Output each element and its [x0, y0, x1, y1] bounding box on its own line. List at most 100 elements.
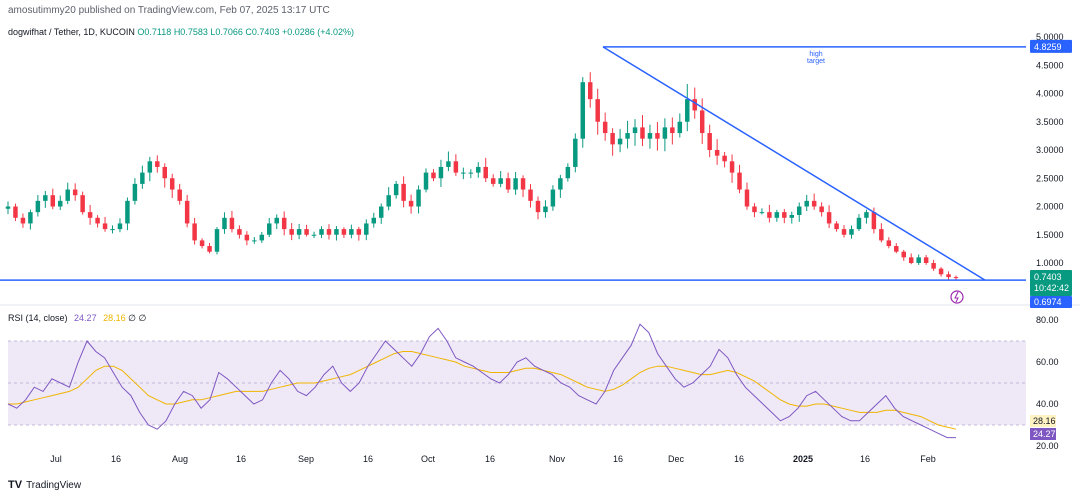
- rsi-extra: ∅ ∅: [128, 313, 147, 323]
- candle-body: [304, 229, 309, 235]
- candle-body: [20, 217, 26, 224]
- candle-body: [520, 178, 526, 190]
- candle-body: [647, 133, 653, 139]
- rsi-axis-tick: 20.00: [1036, 441, 1059, 451]
- candle-body: [334, 229, 339, 235]
- rsi-tag-text: 24.27: [1033, 429, 1056, 439]
- candle-body: [50, 195, 56, 207]
- candle-body: [752, 206, 757, 213]
- time-axis-tick: Feb: [920, 454, 936, 464]
- ohlc-high: H0.7583: [173, 27, 208, 37]
- time-axis-tick: Dec: [668, 454, 685, 464]
- candle-body: [259, 234, 265, 241]
- candle-body: [625, 133, 630, 139]
- brand-name[interactable]: TradingView: [26, 479, 82, 491]
- candle-body: [797, 206, 802, 215]
- rsi-ma-tag-text: 28.16: [1033, 416, 1056, 426]
- candle-body: [655, 133, 660, 139]
- candle-body: [229, 217, 235, 230]
- candle-body: [931, 263, 936, 269]
- candle-body: [13, 206, 18, 218]
- ohlc-low: L0.7066: [210, 27, 243, 37]
- candle-body: [938, 268, 944, 275]
- candle-body: [431, 172, 436, 179]
- candle-body: [632, 127, 638, 134]
- time-axis-tick: 16: [860, 454, 870, 464]
- candle-body: [65, 189, 70, 201]
- candle-body: [841, 229, 847, 235]
- price-axis-tick: 3.5000: [1036, 117, 1064, 127]
- candle-body: [446, 161, 451, 167]
- candle-body: [617, 138, 623, 145]
- candle-body: [393, 183, 399, 196]
- support-price-text: 0.6974: [1034, 297, 1062, 307]
- time-axis-tick: 16: [111, 454, 121, 464]
- candle-body: [102, 223, 108, 230]
- support-price-tag: [1030, 296, 1072, 308]
- rsi-ma-value: 28.16: [103, 313, 126, 323]
- candle-body: [826, 212, 832, 224]
- candle-body: [908, 257, 914, 263]
- candle-body: [640, 127, 645, 139]
- candle-body: [729, 161, 735, 173]
- candle-body: [692, 99, 697, 111]
- candle-body: [125, 200, 130, 224]
- candle-body: [147, 161, 153, 173]
- candle-body: [423, 172, 429, 190]
- time-axis-tick: 2025: [793, 454, 813, 464]
- candle-body: [894, 246, 899, 252]
- candle-body: [349, 229, 354, 235]
- candle-body: [505, 178, 511, 190]
- price-axis-tick: 2.0000: [1036, 202, 1064, 212]
- lightning-icon-bolt: [954, 291, 959, 303]
- lightning-icon[interactable]: [950, 290, 964, 304]
- candle-body: [714, 150, 720, 156]
- candle-body: [177, 189, 182, 201]
- annotation-target-label: target: [807, 58, 825, 65]
- candle-body: [782, 212, 787, 218]
- time-axis-tick: 16: [613, 454, 623, 464]
- time-axis-tick: 16: [734, 454, 744, 464]
- candle-body: [184, 200, 190, 224]
- candle-body: [535, 200, 541, 213]
- rsi-legend: RSI (14, close) 24.27 28.16 ∅ ∅: [8, 313, 146, 324]
- rsi-axis-tick: 80.00: [1036, 315, 1059, 325]
- tradingview-logo-icon[interactable]: TV: [8, 479, 23, 491]
- candle-body: [28, 212, 33, 224]
- candle-body: [602, 121, 608, 134]
- rsi-axis-tick: 60.00: [1036, 357, 1059, 367]
- candle-body: [267, 223, 272, 235]
- candle-body: [237, 229, 242, 235]
- high-price-tag: [1030, 39, 1072, 53]
- candle-body: [685, 99, 690, 122]
- candle-body: [498, 178, 503, 184]
- annotation-high-label: high: [809, 51, 822, 58]
- candle-body: [864, 212, 869, 218]
- time-axis-tick: Sep: [298, 454, 314, 464]
- candle-body: [610, 133, 615, 145]
- candle-body: [438, 166, 444, 179]
- time-axis-tick: Oct: [421, 454, 436, 464]
- candle-body: [528, 189, 533, 201]
- candle-body: [483, 166, 488, 179]
- rsi-label[interactable]: RSI (14, close): [8, 313, 68, 323]
- symbol-legend: dogwifhat / Tether, 1D, KUCOIN O0.7118 H…: [8, 27, 354, 37]
- candle-body: [87, 212, 93, 218]
- candle-body: [543, 206, 548, 213]
- candle-body: [677, 121, 683, 134]
- symbol-name[interactable]: dogwifhat / Tether, 1D, KUCOIN: [8, 27, 135, 37]
- time-axis-tick: 16: [236, 454, 246, 464]
- price-axis-tick: 1.5000: [1036, 230, 1064, 240]
- time-axis-tick: 16: [485, 454, 495, 464]
- candle-body: [364, 223, 369, 235]
- candle-body: [162, 166, 167, 179]
- candle-body: [289, 229, 294, 235]
- candle-body: [140, 172, 145, 184]
- candle-body: [378, 206, 384, 218]
- candle-body: [834, 223, 839, 230]
- ohlc-open: O0.7118: [137, 27, 172, 37]
- candle-body: [558, 178, 563, 190]
- candle-body: [886, 240, 892, 247]
